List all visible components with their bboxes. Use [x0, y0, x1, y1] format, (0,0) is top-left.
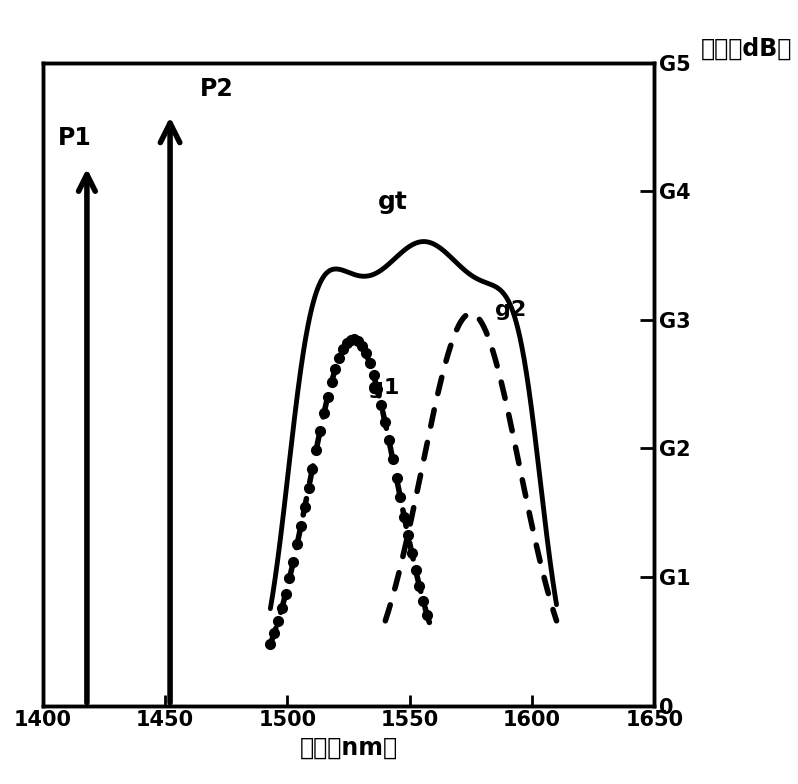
- Text: g2: g2: [496, 299, 527, 320]
- Text: g1: g1: [368, 378, 400, 397]
- Text: P2: P2: [200, 78, 233, 101]
- Text: P1: P1: [57, 126, 92, 151]
- X-axis label: 波长（nm）: 波长（nm）: [299, 736, 397, 760]
- Y-axis label: 增益（dB）: 增益（dB）: [701, 37, 792, 61]
- Text: gt: gt: [377, 191, 408, 215]
